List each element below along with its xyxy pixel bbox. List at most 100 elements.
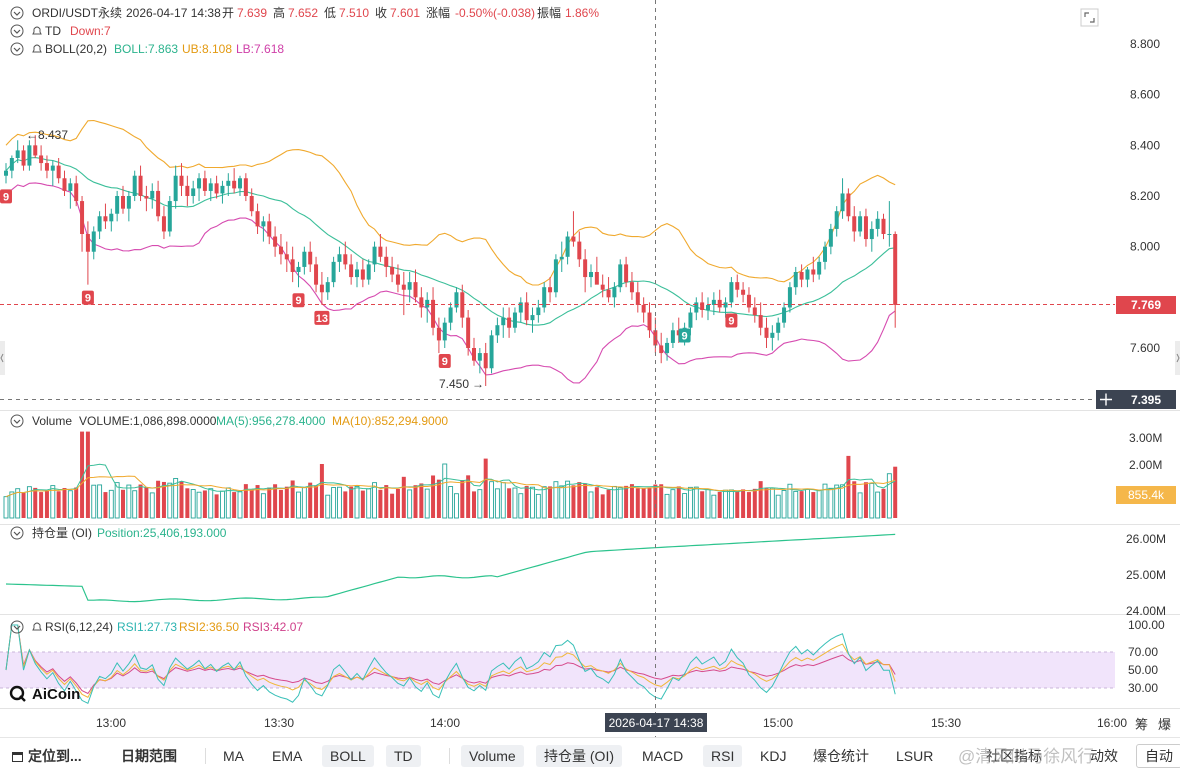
volume-bar [173,477,179,519]
locate-button[interactable]: 定位到... [4,745,90,767]
chart-canvas[interactable]: ORDI/USDT永续 2026-04-17 14:38 开 7.639 高 7… [0,0,1180,737]
volume-bar [822,483,828,519]
candle-body [103,216,108,222]
candle [343,241,348,270]
alert-bell-icon[interactable] [32,44,42,53]
symbol-name: ORDI/USDT永续 [32,6,122,20]
boll-button[interactable]: BOLL [322,745,374,767]
volume-bar [179,481,184,518]
fullscreen-icon[interactable] [1080,8,1099,27]
volume-bar [237,491,243,519]
candle [805,266,810,288]
high-label: 高 [273,5,285,20]
volume-bar [846,455,851,518]
td-count-marker: 9 [292,293,305,308]
close-label: 收 [375,6,387,20]
animation-button[interactable]: 动效 [1090,748,1118,764]
candle [729,277,734,308]
candle-body [764,327,769,338]
volume-bar [541,486,547,519]
date-range-button[interactable]: 日期范围 [113,745,185,767]
rsi-collapse-icon[interactable] [10,620,24,634]
collapse-icon[interactable] [10,6,24,20]
volume-bar [676,486,681,518]
volume-bar [758,481,763,518]
td-collapse-icon[interactable] [10,24,24,38]
alert-bell-icon[interactable] [32,26,42,35]
volume-bar [15,488,21,519]
ema-button[interactable]: EMA [272,748,303,764]
candle-body [512,312,517,328]
candle-body [448,307,453,323]
price-tick-label: 8.800 [1130,37,1160,51]
candle [407,272,412,303]
oi-collapse-icon[interactable] [10,526,24,540]
liquidation-stats-button[interactable]: 爆仓统计 [813,748,869,764]
candle-body [319,284,324,293]
candle-body [565,236,570,257]
td-count-label: 9 [682,330,688,342]
scroll-right-icon[interactable] [1175,341,1180,375]
volume-bar [781,490,787,519]
volume-bar [834,484,840,519]
crosshair-price-text: 7.395 [1131,393,1161,407]
volume-bar [33,487,38,518]
boll-collapse-icon[interactable] [10,42,24,56]
candle-body [401,284,406,290]
candle [56,158,61,184]
auto-button[interactable]: 自动 [1136,744,1180,768]
volume-bar [372,482,377,519]
price-tick-label: 8.200 [1130,189,1160,203]
candle-body [776,322,781,333]
rsi-button[interactable]: RSI [703,745,743,767]
candle-body [68,183,73,191]
volume-bar [741,489,746,518]
liquidation-toggle[interactable]: 爆 [1158,717,1171,732]
candle [624,256,629,288]
candle [325,277,330,300]
volume-collapse-icon[interactable] [10,414,24,428]
chips-toggle[interactable]: 筹 [1135,717,1148,732]
community-indicators-button[interactable]: 社区指标 [986,748,1042,764]
candle [115,190,120,222]
td-button[interactable]: TD [386,745,421,767]
candle-body [44,163,49,171]
volume-button[interactable]: Volume [461,745,524,767]
kdj-button[interactable]: KDJ [760,748,787,764]
alert-bell-icon[interactable] [32,622,42,631]
candle [138,165,143,202]
volume-ma10: MA(10):852,294.9000 [332,414,448,428]
volume-bar [26,486,32,519]
candle [249,188,254,217]
crosshair-add-button[interactable] [1096,390,1116,409]
candle [706,297,710,321]
volume-bar [746,492,751,518]
volume-bar [138,484,143,518]
oi-tick-label: 24.00M [1126,604,1166,618]
candle-body [495,325,500,336]
candle [583,249,588,293]
volume-bar [255,485,260,518]
oi-button[interactable]: 持仓量 (OI) [536,745,622,767]
volume-bar [395,488,400,518]
candle-body [665,342,670,354]
scroll-left-icon[interactable] [0,341,5,375]
rsi2-value: RSI2:36.50 [179,620,239,634]
candle-body [694,302,699,313]
low-value: 7.510 [339,6,369,20]
lsur-button[interactable]: LSUR [896,748,934,764]
candle-body [214,183,219,194]
candle [858,211,863,237]
candle-body [407,282,412,290]
volume-bar [787,483,793,519]
volume-bar [717,491,722,518]
candle [39,145,44,171]
price-tick-label: 8.600 [1130,88,1160,102]
candle-body [700,302,705,310]
ma-button[interactable]: MA [223,748,244,764]
volume-bar [260,493,266,519]
macd-button[interactable]: MACD [642,748,684,764]
candle-body [641,304,646,313]
volume-bar [840,484,845,519]
candle [413,269,418,303]
